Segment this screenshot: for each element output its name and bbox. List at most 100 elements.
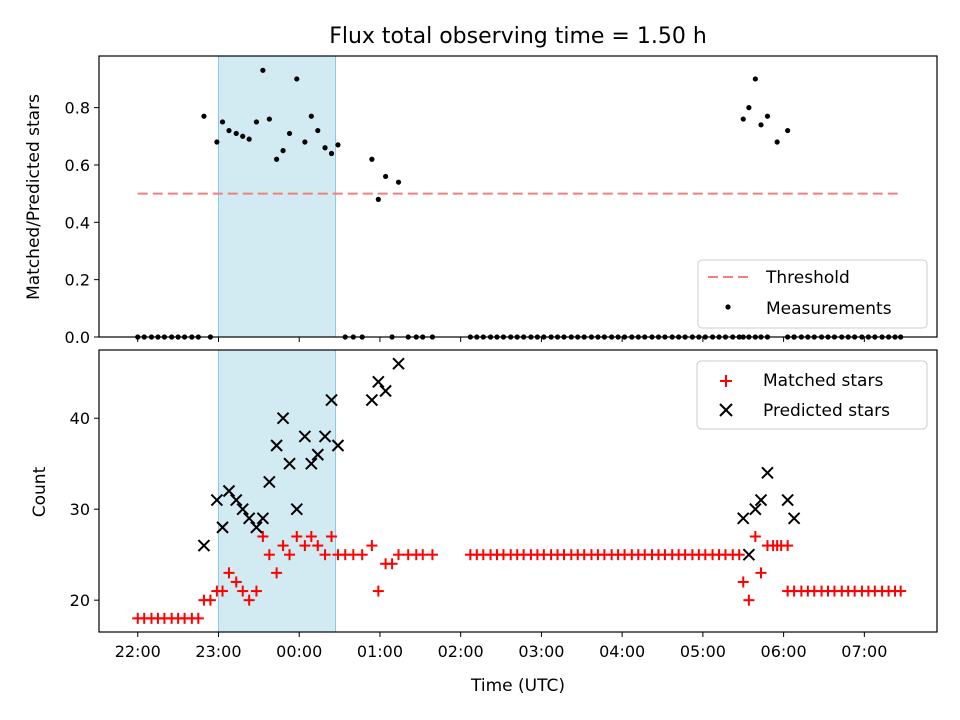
matched-star-point [755, 567, 767, 579]
measurement-point [274, 156, 280, 162]
bottom-x-tick-label: 04:00 [599, 642, 645, 661]
predicted-star-point [270, 439, 283, 452]
predicted-star-point [365, 393, 379, 407]
predicted-star-point [210, 493, 224, 507]
predicted-star-point [222, 484, 236, 498]
matched-star-point [204, 594, 216, 606]
legend-matched-swatch [720, 375, 732, 387]
predicted-star-point [250, 521, 263, 534]
top-y-tick-label: 0.8 [65, 99, 90, 118]
matched-star-point [356, 549, 368, 561]
matched-star-point [192, 612, 204, 624]
matched-star-point [326, 530, 338, 542]
matched-star-point [223, 567, 235, 579]
predicted-star-point [749, 502, 762, 516]
top-y-axis-label: Matched/Predicted stars [24, 94, 44, 300]
predicted-star-point [392, 357, 405, 370]
top-y-tick-label: 0.6 [65, 156, 90, 175]
matched-star-point [230, 576, 242, 588]
measurement-point [260, 67, 266, 73]
x-axis-label: Time (UTC) [470, 676, 565, 696]
measurement-point [369, 156, 375, 162]
matched-star-point [277, 540, 289, 552]
predicted-star-point [318, 430, 332, 443]
matched-star-point [299, 540, 311, 552]
predicted-star-point [781, 493, 794, 507]
bottom-y-tick-label: 20 [70, 591, 90, 610]
bottom-panel: 20 30 40 22:00 23:00 00:00 01:00 02:00 03:00 04:… [30, 349, 938, 696]
predicted-star-point [379, 384, 392, 398]
measurement-point [294, 76, 300, 82]
measurement-point [226, 127, 232, 134]
matched-star-point [257, 530, 269, 542]
matched-star-point [366, 540, 378, 552]
predicted-star-point [197, 539, 211, 552]
matched-star-point [237, 585, 249, 597]
measurement-point [233, 130, 239, 137]
bottom-axes-frame [98, 349, 938, 633]
chart-title: Flux total observing time = 1.50 h [329, 24, 707, 49]
measurement-point [214, 139, 220, 145]
bottom-legend-box [696, 360, 928, 430]
bottom-shaded-region [217, 349, 337, 633]
predicted-star-point [242, 512, 256, 525]
predicted-star-point [742, 548, 756, 561]
measurement-point [253, 119, 260, 125]
top-axes-frame [98, 55, 938, 338]
measurement-point [286, 130, 293, 137]
measurement-point [785, 127, 791, 134]
measurement-point [266, 116, 272, 122]
predicted-star-point [216, 521, 229, 534]
bottom-x-tick-label: 03:00 [518, 642, 564, 661]
predicted-stars-points [197, 357, 801, 561]
top-y-ticks: 0.0 0.2 0.4 0.6 0.8 [65, 99, 99, 347]
bottom-x-tick-label: 22:00 [115, 642, 161, 661]
matched-star-point [250, 585, 262, 597]
bottom-y-tick-label: 40 [70, 409, 90, 428]
measurement-point [758, 122, 764, 128]
top-panel: 0.00.20.40.60.8 Matched/Predicted stars … [24, 55, 938, 347]
bottom-y-tick-label: 30 [70, 500, 90, 519]
bottom-x-tick-label: 00:00 [276, 642, 322, 661]
top-legend: Threshold Measurements [697, 259, 928, 329]
legend-measurements-label: Measurements [766, 299, 892, 319]
matched-star-point [319, 549, 331, 561]
matched-star-point [426, 549, 438, 561]
top-y-tick-label: 0.0 [65, 328, 90, 347]
legend-predicted-swatch [719, 403, 733, 417]
matched-star-point [417, 549, 429, 561]
bottom-x-tick-label: 05:00 [680, 642, 726, 661]
measurement-point [375, 196, 381, 202]
legend-measurements-swatch [725, 304, 731, 310]
matched-star-point [305, 530, 317, 542]
matched-star-point [749, 530, 761, 542]
matched-stars-points [132, 530, 907, 624]
matched-star-point [782, 540, 794, 552]
predicted-star-point [372, 375, 385, 389]
matched-star-point [743, 594, 755, 606]
legend-matched-label: Matched stars [763, 371, 883, 391]
predicted-star-point [311, 448, 324, 461]
predicted-star-point [263, 475, 276, 489]
measurement-point [308, 113, 314, 119]
predicted-star-point [761, 466, 774, 480]
matched-star-point [291, 530, 303, 542]
bottom-x-ticks: 22:00 23:00 00:00 01:00 02:00 03:00 04:00 05:00… [115, 632, 887, 661]
measurement-point [240, 133, 246, 139]
legend-predicted-label: Predicted stars [763, 401, 890, 421]
matched-star-point [393, 549, 405, 561]
bottom-y-ticks: 20 30 40 [70, 409, 99, 610]
bottom-x-tick-label: 06:00 [761, 642, 807, 661]
matched-star-point [895, 585, 907, 597]
bottom-x-tick-label: 01:00 [357, 642, 403, 661]
top-x-tick-marks [137, 337, 865, 342]
measurement-point [246, 136, 252, 142]
measurement-point [302, 139, 308, 145]
matched-star-point [386, 558, 398, 570]
bottom-x-tick-label: 07:00 [841, 642, 887, 661]
measurement-point [764, 113, 771, 119]
predicted-star-point [256, 512, 270, 525]
measurement-point [322, 145, 328, 151]
predicted-star-point [754, 493, 768, 507]
